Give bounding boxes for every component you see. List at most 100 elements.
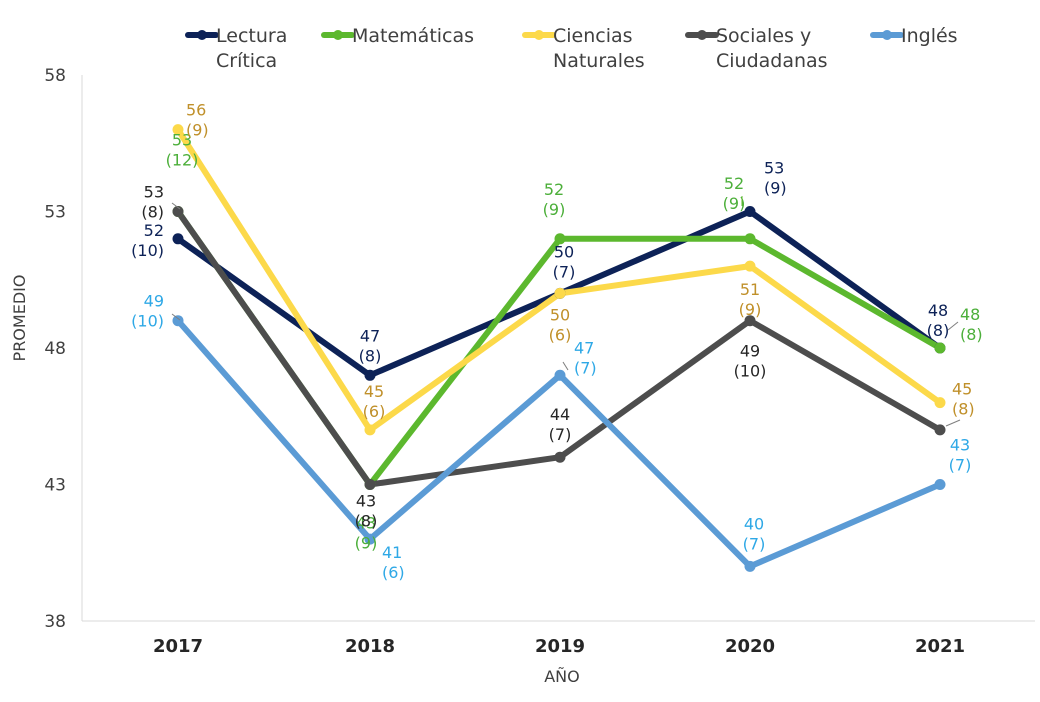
data-label-count: (7) bbox=[743, 534, 766, 553]
legend-label: Naturales bbox=[553, 50, 645, 72]
legend-label: Inglés bbox=[901, 25, 958, 47]
legend-label: Ciencias bbox=[553, 25, 633, 47]
data-label-value: 50 bbox=[550, 305, 570, 324]
legend-swatch-marker bbox=[697, 30, 707, 40]
y-tick-label: 43 bbox=[44, 476, 66, 496]
data-label-count: (7) bbox=[553, 262, 576, 281]
data-label-value: 52 bbox=[544, 180, 564, 199]
data-label-count: (6) bbox=[382, 563, 405, 582]
data-label-count: (7) bbox=[549, 425, 572, 444]
legend: Lectura Crítica Matemáticas Ciencias Natural… bbox=[185, 25, 958, 72]
legend-label: Matemáticas bbox=[352, 25, 474, 47]
legend-label: Crítica bbox=[216, 50, 277, 72]
data-label-value: 53 bbox=[764, 159, 784, 178]
leader-line bbox=[171, 202, 181, 210]
data-label-count: (9) bbox=[543, 200, 566, 219]
y-tick-label: 38 bbox=[44, 612, 66, 632]
data-label-value: 43 bbox=[950, 436, 970, 455]
legend-swatch-marker bbox=[534, 30, 544, 40]
data-point bbox=[744, 315, 756, 327]
leader-line bbox=[947, 321, 959, 331]
data-point bbox=[934, 342, 946, 354]
data-point bbox=[934, 424, 946, 436]
data-point bbox=[364, 533, 376, 545]
data-point bbox=[744, 206, 756, 217]
data-point bbox=[172, 206, 184, 217]
legend-label: Sociales y bbox=[716, 25, 811, 47]
data-label-count: (9) bbox=[355, 534, 378, 553]
data-label-count: (6) bbox=[549, 325, 572, 344]
data-point bbox=[744, 233, 756, 245]
legend-swatch-marker bbox=[197, 30, 207, 40]
data-label-value: 48 bbox=[928, 301, 948, 320]
data-label-count: (10) bbox=[131, 312, 164, 331]
data-label-count: (10) bbox=[734, 362, 767, 381]
data-label-count: (7) bbox=[574, 358, 597, 377]
data-point bbox=[744, 260, 756, 272]
data-label-value: 50 bbox=[554, 242, 574, 261]
leader-line bbox=[171, 313, 181, 321]
data-label-value: 45 bbox=[364, 382, 384, 401]
data-point bbox=[554, 451, 566, 463]
data-label-value: 51 bbox=[740, 280, 760, 299]
data-label-count: (8) bbox=[952, 400, 975, 419]
data-label-value: 53 bbox=[144, 183, 164, 202]
y-axis-title: PROMEDIO bbox=[10, 275, 29, 362]
legend-swatch-marker bbox=[333, 30, 343, 40]
data-label-count: (8) bbox=[960, 325, 983, 344]
data-point bbox=[172, 124, 184, 136]
data-label-count: (9) bbox=[186, 121, 209, 140]
data-label-count: (7) bbox=[949, 456, 972, 475]
y-tick-label: 48 bbox=[44, 339, 66, 359]
data-label-count: (8) bbox=[927, 321, 950, 340]
data-label-value: 40 bbox=[744, 514, 764, 533]
y-tick-label: 58 bbox=[44, 66, 66, 86]
data-point bbox=[934, 479, 946, 490]
data-label-value: 47 bbox=[360, 326, 380, 345]
data-label-count: (8) bbox=[141, 203, 164, 222]
leader-line bbox=[945, 419, 961, 427]
data-label-value: 44 bbox=[550, 405, 570, 424]
data-point bbox=[364, 479, 376, 490]
data-label-value: 49 bbox=[144, 292, 164, 311]
x-tick-label: 2021 bbox=[915, 636, 965, 657]
data-label-value: 45 bbox=[952, 380, 972, 399]
data-point bbox=[554, 369, 566, 381]
data-label-count: (9) bbox=[723, 194, 746, 213]
y-tick-label: 53 bbox=[44, 203, 66, 223]
data-point bbox=[364, 369, 376, 381]
axes: 38 43 48 53 58 2017 2018 2019 2020 2021 AÑO PROMEDI… bbox=[10, 66, 1035, 686]
data-label-count: (6) bbox=[363, 402, 386, 421]
data-label-count: (9) bbox=[739, 300, 762, 319]
data-label-value: 47 bbox=[574, 338, 594, 357]
data-point bbox=[172, 233, 184, 245]
x-tick-label: 2019 bbox=[535, 636, 585, 657]
data-label-value: 53 bbox=[172, 131, 192, 150]
data-label-value: 41 bbox=[382, 543, 402, 562]
data-point bbox=[554, 287, 566, 299]
data-point bbox=[364, 424, 376, 436]
legend-label: Lectura bbox=[216, 25, 287, 47]
data-point bbox=[934, 397, 946, 409]
data-label-count: (10) bbox=[131, 241, 164, 260]
data-labels: 52(10)47(8)50(7)53(9)48(8)53(12)43(9)52(… bbox=[131, 101, 983, 582]
data-label-value: 52 bbox=[144, 221, 164, 240]
x-tick-label: 2017 bbox=[153, 636, 203, 657]
data-label-count: (9) bbox=[764, 179, 787, 198]
data-label-value: 48 bbox=[960, 305, 980, 324]
data-label-value: 52 bbox=[724, 174, 744, 193]
data-label-count: (8) bbox=[355, 512, 378, 531]
data-label-value: 49 bbox=[740, 342, 760, 361]
data-label-value: 56 bbox=[186, 101, 206, 120]
leader-line bbox=[562, 361, 569, 371]
x-axis-title: AÑO bbox=[544, 667, 580, 686]
data-label-value: 43 bbox=[356, 514, 376, 533]
data-point bbox=[744, 560, 756, 572]
legend-swatch-marker bbox=[882, 30, 892, 40]
legend-label: Ciudadanas bbox=[716, 50, 828, 72]
data-label-value: 43 bbox=[356, 492, 376, 511]
data-label-count: (8) bbox=[359, 346, 382, 365]
data-point bbox=[554, 233, 566, 245]
x-tick-label: 2018 bbox=[345, 636, 395, 657]
